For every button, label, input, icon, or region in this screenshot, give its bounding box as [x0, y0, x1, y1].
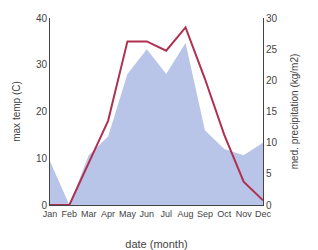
svg-text:0: 0: [41, 200, 47, 211]
svg-text:Nov: Nov: [236, 209, 253, 219]
svg-text:10: 10: [36, 153, 48, 164]
svg-text:Dec: Dec: [255, 209, 272, 219]
svg-text:15: 15: [266, 106, 278, 117]
svg-text:Sep: Sep: [197, 209, 213, 219]
svg-text:30: 30: [266, 13, 278, 24]
svg-text:25: 25: [266, 44, 278, 55]
svg-text:date (month): date (month): [125, 238, 187, 250]
svg-text:Aug: Aug: [178, 209, 194, 219]
svg-text:20: 20: [36, 106, 48, 117]
svg-text:Apr: Apr: [101, 209, 115, 219]
svg-text:med. precipitation (kg/m2): med. precipitation (kg/m2): [289, 54, 300, 170]
svg-text:5: 5: [266, 168, 272, 179]
svg-text:20: 20: [266, 75, 278, 86]
svg-text:Jan: Jan: [43, 209, 58, 219]
svg-text:May: May: [119, 209, 137, 219]
svg-text:Jul: Jul: [160, 209, 172, 219]
svg-text:30: 30: [36, 59, 48, 70]
svg-text:max temp (C): max temp (C): [11, 81, 22, 142]
svg-text:40: 40: [36, 13, 48, 24]
svg-text:10: 10: [266, 137, 278, 148]
svg-text:Jun: Jun: [140, 209, 155, 219]
svg-text:0: 0: [266, 200, 272, 211]
svg-text:Feb: Feb: [62, 209, 78, 219]
svg-text:Oct: Oct: [217, 209, 232, 219]
svg-text:Mar: Mar: [81, 209, 97, 219]
